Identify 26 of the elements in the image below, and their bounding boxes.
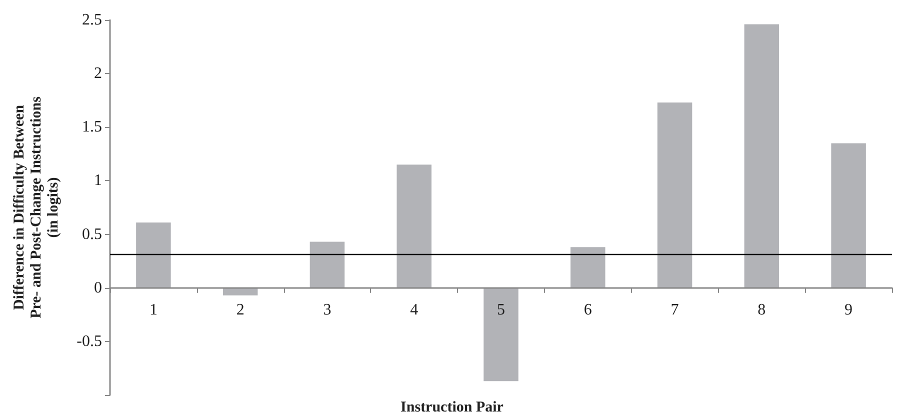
bar (657, 102, 692, 288)
bar (831, 143, 866, 288)
y-tick-label: 1 (94, 172, 102, 190)
y-tick-label: 0.5 (82, 226, 102, 243)
y-tick-label: -0.5 (76, 332, 102, 350)
x-tick-label: 8 (758, 301, 766, 318)
y-tick-label: 2 (94, 65, 102, 82)
x-tick-label: 7 (670, 301, 679, 318)
x-tick-label: 3 (323, 301, 332, 318)
y-tick-label: 2.5 (82, 12, 102, 28)
x-tick-label: 4 (410, 301, 418, 318)
bar (744, 24, 780, 288)
bar (484, 288, 518, 382)
bar (396, 164, 432, 288)
x-axis-title: Instruction Pair (400, 400, 504, 416)
y-tick-label: 0 (94, 279, 102, 296)
y-axis-title: Difference in Difficulty Between Pre- and Post-Change Instructions (in logits) (12, 96, 62, 318)
bar (310, 242, 345, 288)
y-tick-label: 1.5 (82, 118, 102, 136)
x-tick-label: 5 (497, 301, 505, 318)
bar (570, 247, 606, 288)
bar (136, 222, 171, 288)
x-tick-label: 2 (236, 301, 244, 318)
x-tick-label: 6 (584, 301, 592, 318)
x-tick-label: 9 (844, 301, 853, 318)
x-tick-label: 1 (149, 301, 158, 318)
